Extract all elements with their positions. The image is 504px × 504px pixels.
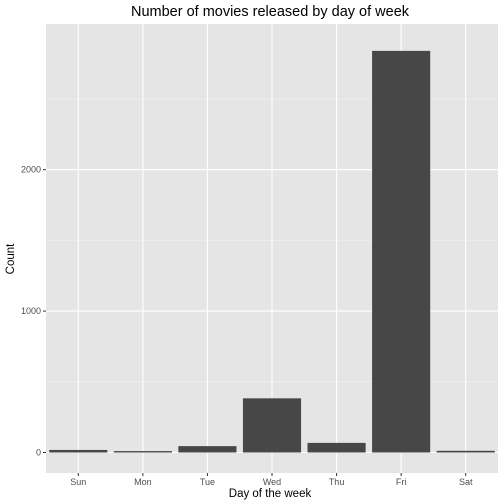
x-tick-label: Tue xyxy=(200,477,215,487)
x-tick-label: Sun xyxy=(70,477,86,487)
bar-mon xyxy=(113,451,172,453)
bars xyxy=(49,50,495,453)
chart-title: Number of movies released by day of week xyxy=(131,4,410,20)
bar-wed xyxy=(242,398,302,453)
bar-sat xyxy=(436,450,495,453)
y-tick-label: 0 xyxy=(36,447,41,457)
bar-tue xyxy=(178,446,237,453)
x-tick-label: Mon xyxy=(134,477,152,487)
bar-thu xyxy=(307,442,366,453)
x-tick-label: Fri xyxy=(396,477,407,487)
y-axis-title: Count xyxy=(5,243,17,274)
y-tick-label: 2000 xyxy=(21,165,41,175)
bar-fri xyxy=(372,50,431,453)
major-gridlines xyxy=(46,24,498,473)
x-tick-label: Sat xyxy=(459,477,473,487)
bar-sun xyxy=(49,449,108,453)
y-tick-label: 1000 xyxy=(21,306,41,316)
x-axis-title: Day of the week xyxy=(229,488,312,500)
x-axis: Sun Mon Tue Wed Thu Fri Sat xyxy=(70,473,473,487)
x-tick-label: Wed xyxy=(263,477,281,487)
y-axis: 0 1000 2000 xyxy=(21,165,46,457)
x-tick-label: Thu xyxy=(329,477,345,487)
